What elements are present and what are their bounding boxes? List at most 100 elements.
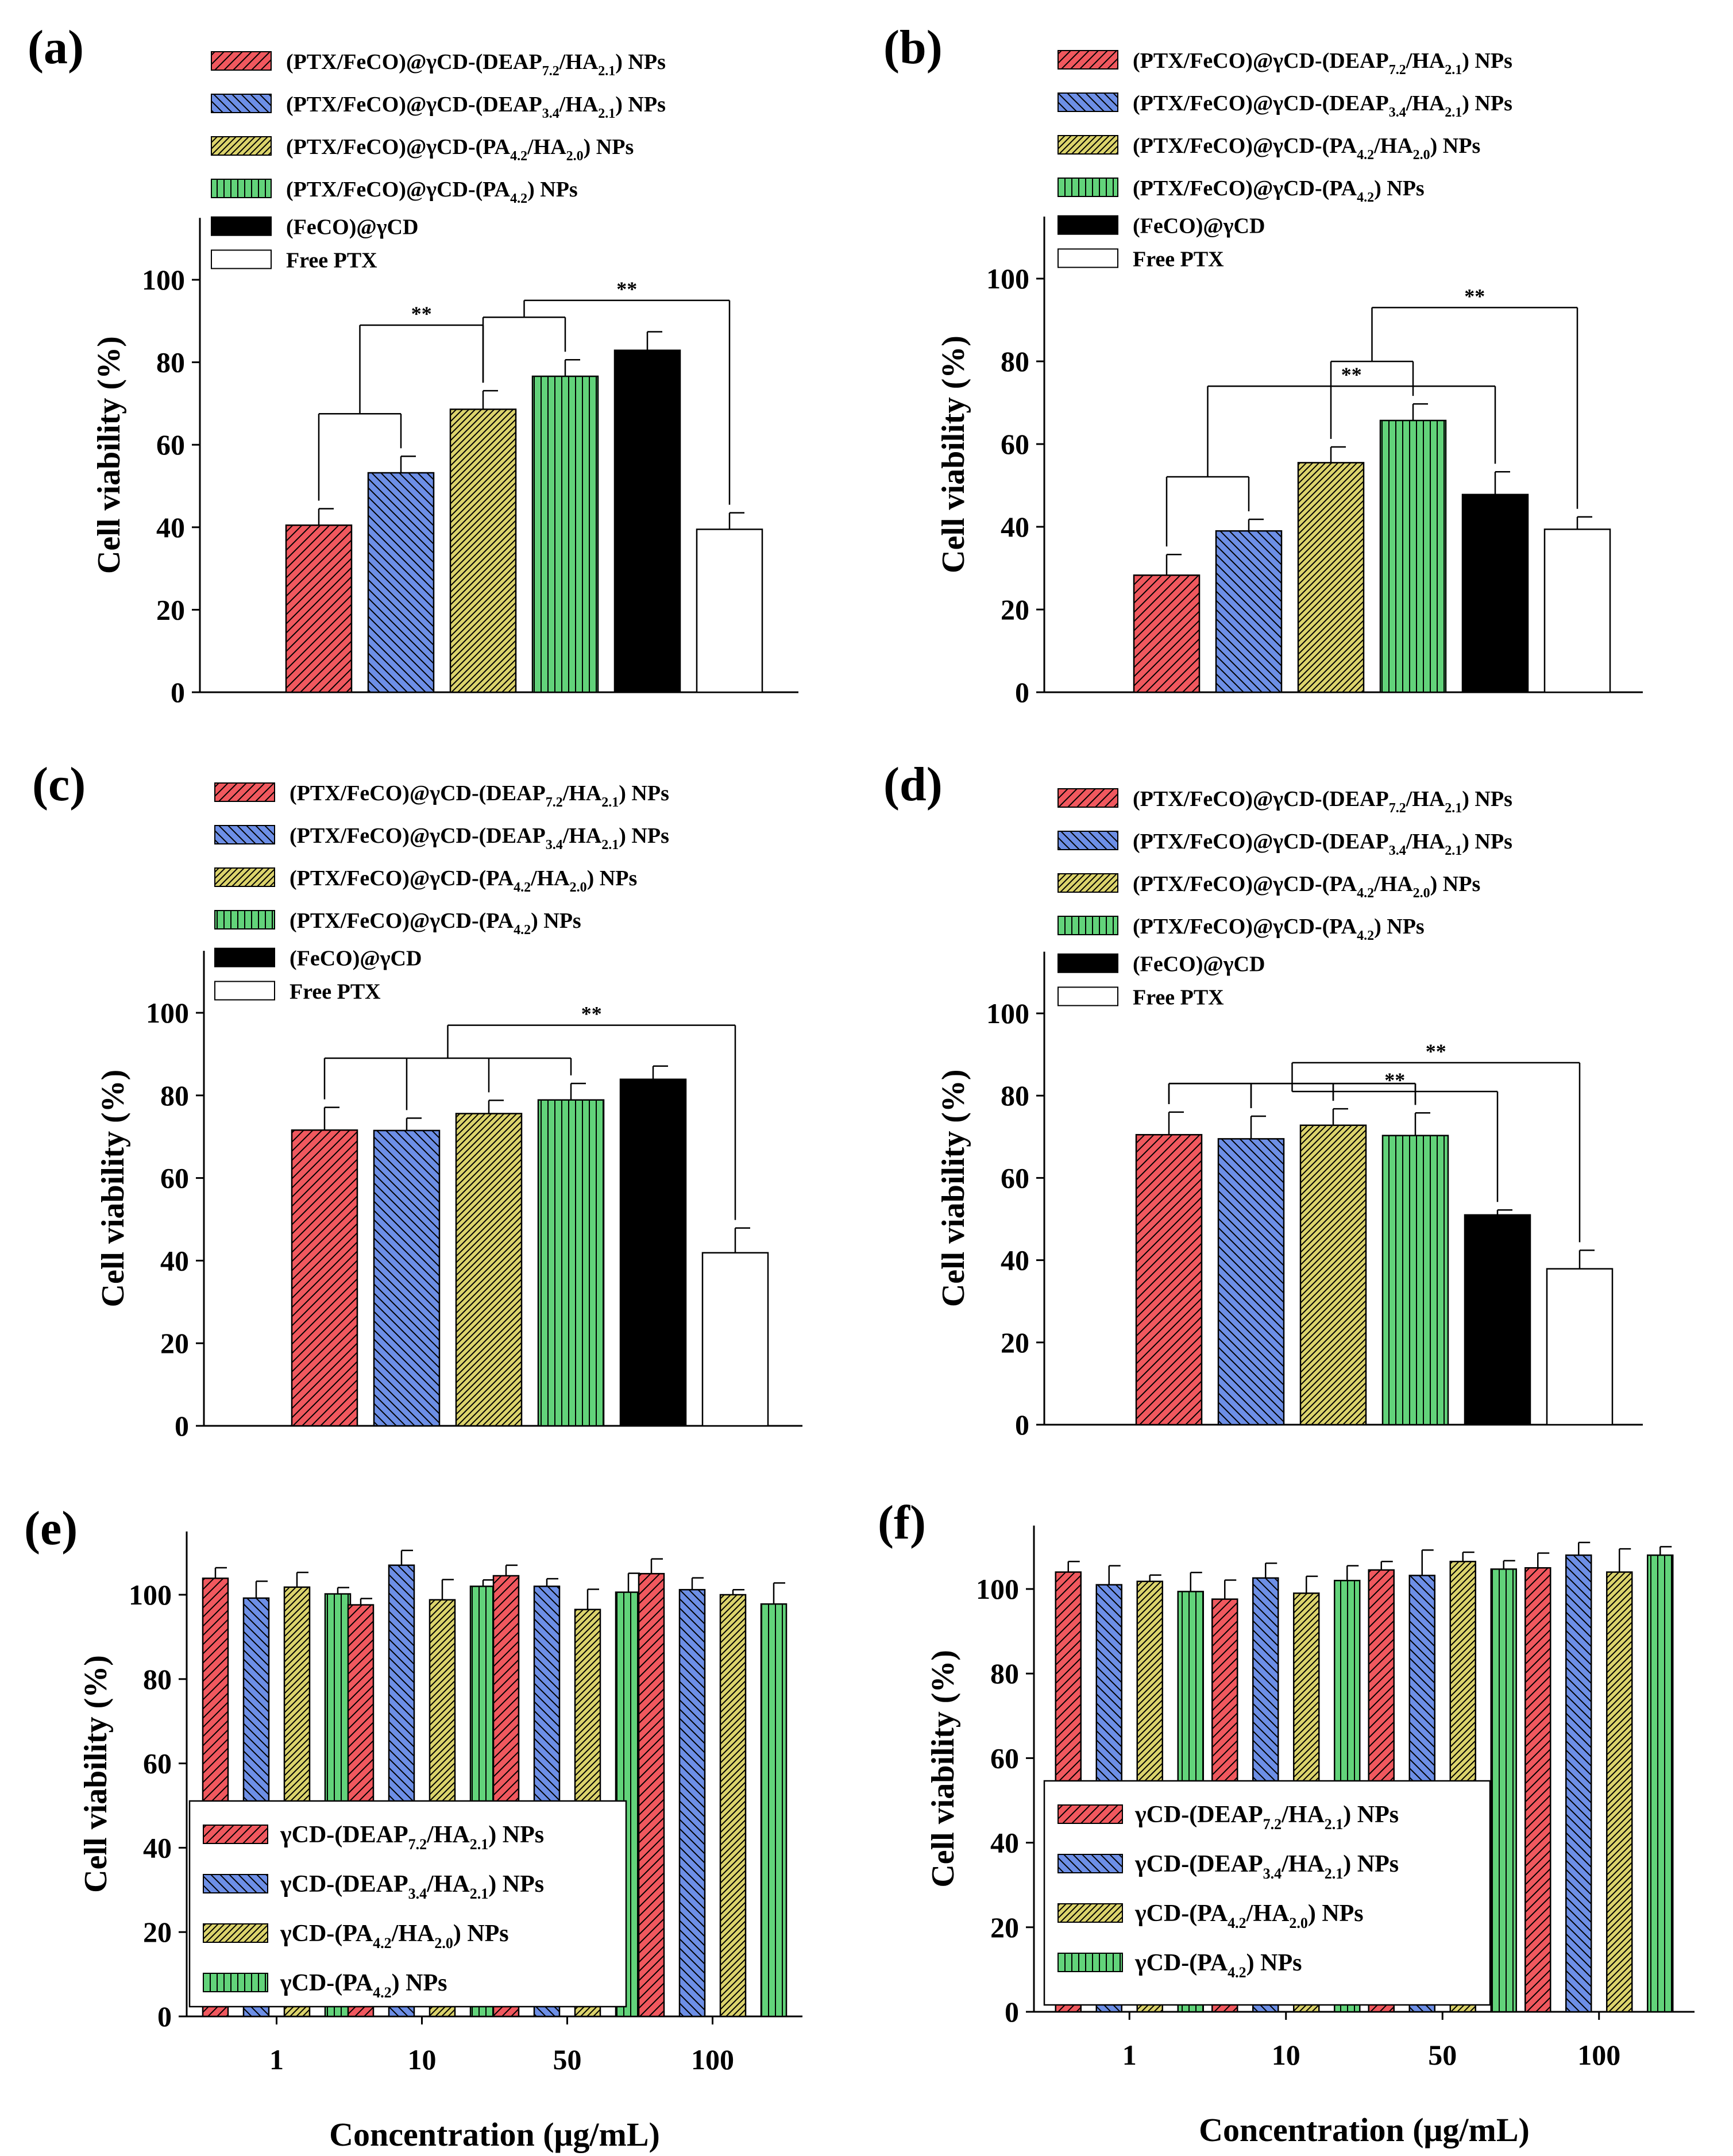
y-tick-label: 40 [160,1244,189,1276]
bar [719,1594,747,2018]
y-tick-label: 100 [976,1573,1019,1605]
y-tick-label: 0 [1005,1996,1019,2028]
y-tick-label: 100 [986,263,1029,295]
x-tick-label: 1 [1122,2039,1137,2071]
legend: (PTX/FeCO)@γCD-(DEAP7.2/HA2.1) NPs (PTX/F… [1057,49,1512,271]
x-axis-label: Concentration (μg/mL) [1199,2111,1530,2149]
y-axis-label: Cell viability (%) [78,1655,114,1893]
x-axis-label: Concentration (μg/mL) [329,2116,660,2153]
y-tick-label: 80 [1001,1079,1029,1112]
bar [1381,1135,1449,1426]
bar [1215,530,1283,693]
legend: (PTX/FeCO)@γCD-(DEAP7.2/HA2.1) NPs (PTX/F… [211,50,666,272]
legend-swatch [211,136,272,156]
legend-swatch [1057,215,1118,235]
legend-item: (PTX/FeCO)@γCD-(DEAP3.4/HA2.1) NPs [214,824,669,853]
significance-label: ** [1341,363,1362,386]
bar [638,1573,665,2018]
y-tick-label: 80 [1001,345,1029,377]
y-axis-label: Cell viability (%) [936,1069,971,1307]
legend-label: Free PTX [1133,985,1224,1009]
bar [696,529,763,693]
legend-label: (PTX/FeCO)@γCD-(DEAP3.4/HA2.1) NPs [1133,91,1512,120]
legend-label: (FeCO)@γCD [290,947,422,971]
y-tick-label: 20 [160,1327,189,1359]
legend-swatch [1057,50,1118,70]
bar [1524,1567,1551,2013]
legend-item: (PTX/FeCO)@γCD-(PA4.2) NPs [1057,915,1425,943]
bar [760,1603,788,2018]
legend-swatch [211,249,272,269]
y-tick-label: 60 [1001,428,1029,460]
y-tick-label: 0 [157,2000,172,2032]
legend-swatch [1057,248,1118,268]
legend-label: (FeCO)@γCD [286,215,418,240]
legend-label: (PTX/FeCO)@γCD-(PA4.2/HA2.0) NPs [1133,872,1480,901]
y-tick-label: 20 [990,1911,1019,1943]
significance-bracket: ** [1165,363,1496,547]
x-tick-label: 1 [269,2043,284,2076]
legend-swatch [1057,986,1118,1006]
panel-label: (f) [878,1496,926,1549]
legend-label: (PTX/FeCO)@γCD-(PA4.2) NPs [1133,915,1425,943]
legend-swatch [203,1874,268,1893]
legend-item: Free PTX [1057,985,1224,1009]
legend-swatch [211,179,272,198]
bar [1299,1124,1367,1426]
bar [1297,462,1365,693]
bar [1546,1268,1614,1426]
legend-item: (PTX/FeCO)@γCD-(DEAP7.2/HA2.1) NPs [1057,787,1512,816]
legend-swatch [1057,178,1118,197]
legend-swatch [1057,831,1118,850]
bar [1647,1554,1674,2013]
legend-label: (PTX/FeCO)@γCD-(DEAP3.4/HA2.1) NPs [1133,830,1512,858]
legend-label: (PTX/FeCO)@γCD-(DEAP3.4/HA2.1) NPs [286,92,666,121]
legend-item: (PTX/FeCO)@γCD-(PA4.2) NPs [1057,176,1425,205]
legend-item: (FeCO)@γCD [1057,214,1265,238]
legend: (PTX/FeCO)@γCD-(DEAP7.2/HA2.1) NPs (PTX/F… [214,781,669,1004]
y-tick-label: 60 [1001,1162,1029,1194]
x-tick-label: 50 [553,2043,582,2076]
legend-label: (PTX/FeCO)@γCD-(DEAP3.4/HA2.1) NPs [290,824,669,853]
y-tick-label: 100 [129,1579,172,1611]
y-tick-label: 40 [143,1831,172,1864]
x-tick-label: 100 [691,2043,734,2076]
y-axis-label: Cell viability (%) [925,1650,961,1888]
legend-swatch [214,782,275,802]
bar [619,1078,687,1427]
legend-label: γCD-(DEAP7.2/HA2.1) NPs [1134,1802,1399,1833]
legend-item: Free PTX [1057,247,1224,271]
y-tick-label: 40 [990,1827,1019,1859]
bar [701,1252,769,1427]
legend-label: (PTX/FeCO)@γCD-(PA4.2/HA2.0) NPs [1133,134,1480,163]
legend-item: Free PTX [214,979,381,1004]
legend-swatch [211,51,272,71]
bar [285,524,353,693]
legend-item: (PTX/FeCO)@γCD-(DEAP7.2/HA2.1) NPs [211,50,666,79]
legend-swatch [1057,916,1118,935]
bar [613,349,681,693]
legend-item: (PTX/FeCO)@γCD-(PA4.2/HA2.0) NPs [211,135,634,164]
bar [1606,1571,1633,2013]
legend-item: γCD-(PA4.2/HA2.0) NPs [1057,1900,1364,1931]
legend-item: (FeCO)@γCD [211,215,418,240]
y-axis-label: Cell viability (%) [936,335,971,573]
y-tick-label: 60 [990,1742,1019,1774]
legend-swatch [203,1825,268,1844]
legend-swatch [1057,92,1118,112]
y-tick-label: 60 [156,429,185,461]
legend-label: (PTX/FeCO)@γCD-(PA4.2/HA2.0) NPs [286,135,634,164]
legend: γCD-(DEAP7.2/HA2.1) NPs γCD-(DEAP3.4/HA2.… [1043,1780,1491,2006]
panel-d: (d) 0 20 40 60 80 100 Cell viability (%) (PTX/Fe… [883,758,1643,1441]
legend-label: γCD-(PA4.2/HA2.0) NPs [1134,1900,1364,1931]
significance-bracket: ** [1168,1040,1581,1243]
bar [291,1129,358,1427]
panel-a: (a) 0 20 40 60 80 100 Cell viability (%) (PTX/Fe… [28,21,798,708]
legend-label: (PTX/FeCO)@γCD-(DEAP7.2/HA2.1) NPs [286,50,666,79]
legend-swatch [211,94,272,113]
panel-b: (b) 0 20 40 60 80 100 Cell viability (%) (PTX/Fe… [883,21,1643,708]
legend-swatch [214,947,275,967]
legend-item: γCD-(PA4.2/HA2.0) NPs [203,1920,509,1951]
x-tick-label: 100 [1577,2039,1620,2071]
y-tick-label: 100 [142,264,185,296]
